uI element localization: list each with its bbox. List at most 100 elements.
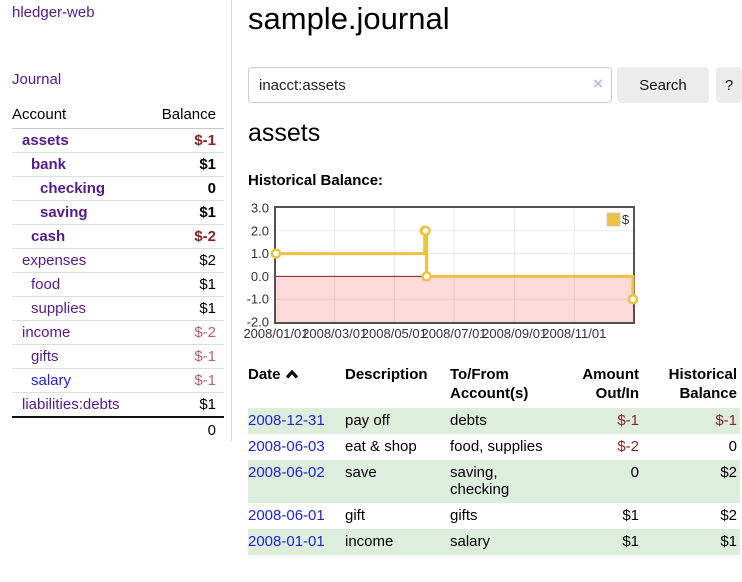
register-row: 2008-01-01 income salary $1 $1 xyxy=(248,529,740,555)
account-balance: $2 xyxy=(146,248,224,273)
register-header-date[interactable]: Date xyxy=(248,363,345,408)
svg-text:2008/09/01: 2008/09/01 xyxy=(482,326,547,341)
brand-link[interactable]: hledger-web xyxy=(12,4,95,21)
account-balance: 0 xyxy=(146,176,224,201)
transaction-balance: $2 xyxy=(720,507,737,524)
chart-title: Historical Balance: xyxy=(248,172,384,189)
svg-text:3.0: 3.0 xyxy=(251,202,269,216)
svg-text:2008/07/01: 2008/07/01 xyxy=(421,326,486,341)
account-balance: $1 xyxy=(146,296,224,321)
page-title: sample.journal xyxy=(248,1,450,36)
svg-text:1.0: 1.0 xyxy=(251,246,269,261)
svg-text:2008/05/01: 2008/05/01 xyxy=(362,326,427,341)
account-row: checking 0 xyxy=(12,176,224,201)
account-row: gifts $-1 xyxy=(12,344,224,369)
transaction-balance: $-1 xyxy=(715,412,737,429)
transaction-balance: $1 xyxy=(720,533,737,550)
account-balance: $1 xyxy=(146,272,224,297)
help-button[interactable]: ? xyxy=(716,67,742,103)
accounts-total-row: 0 xyxy=(12,416,224,442)
transaction-date-link[interactable]: 2008-06-03 xyxy=(248,438,325,455)
account-row: expenses $2 xyxy=(12,248,224,273)
search-box: × xyxy=(248,67,612,103)
transaction-balance: 0 xyxy=(728,438,737,455)
register-header-amount: Amount Out/In xyxy=(582,366,639,402)
sidebar-divider xyxy=(231,0,232,441)
search-input[interactable] xyxy=(248,67,612,103)
account-link[interactable]: salary xyxy=(31,372,72,389)
svg-text:2.0: 2.0 xyxy=(251,223,269,238)
svg-text:2008/03/01: 2008/03/01 xyxy=(302,326,367,341)
transaction-accounts: salary xyxy=(450,533,491,550)
account-row: supplies $1 xyxy=(12,296,224,321)
svg-text:-2.0: -2.0 xyxy=(247,315,269,330)
transaction-date-link[interactable]: 2008-06-02 xyxy=(248,464,325,481)
transaction-amount: $1 xyxy=(622,533,639,550)
account-link[interactable]: income xyxy=(22,324,71,341)
account-link[interactable]: food xyxy=(31,276,61,293)
accounts-table: Account Balance assets $-1 bank $1 check… xyxy=(12,104,224,442)
historical-balance-chart[interactable]: 3.0 2.0 1.0 0.0 -1.0 -2.02008/01/012008/03/01… xyxy=(240,202,700,344)
transaction-date-link[interactable]: 2008-12-31 xyxy=(248,412,325,429)
account-link[interactable]: assets xyxy=(22,132,69,149)
account-row: saving $1 xyxy=(12,200,224,225)
register-header-description: Description xyxy=(345,366,428,383)
register-header-accounts: To/From Account(s) xyxy=(450,366,529,402)
account-balance: $-2 xyxy=(146,320,224,345)
transaction-accounts: debts xyxy=(450,412,487,429)
sidebar-item-journal[interactable]: Journal xyxy=(12,71,62,88)
account-row: cash $-2 xyxy=(12,224,224,249)
account-row: bank $1 xyxy=(12,152,224,177)
account-balance: $-1 xyxy=(146,344,224,369)
account-link[interactable]: gifts xyxy=(31,348,59,365)
register-row: 2008-06-02 save saving, checking 0 $2 xyxy=(248,460,740,503)
account-link[interactable]: saving xyxy=(40,204,88,221)
transaction-description: gift xyxy=(345,507,366,524)
account-balance: $-1 xyxy=(146,368,224,393)
account-link[interactable]: bank xyxy=(31,156,67,173)
accounts-total-value: 0 xyxy=(146,416,224,442)
account-heading: assets xyxy=(248,119,321,147)
search-button[interactable]: Search xyxy=(617,67,709,103)
account-row: income $-2 xyxy=(12,320,224,345)
transaction-accounts: gifts xyxy=(450,507,478,524)
register-header-row: Date Description To/From Account(s) Amou… xyxy=(248,363,740,408)
account-row: assets $-1 xyxy=(12,128,224,153)
account-balance: $1 xyxy=(146,200,224,225)
svg-text:0.0: 0.0 xyxy=(251,269,269,284)
accounts-header-balance: Balance xyxy=(146,104,224,129)
register-table: Date Description To/From Account(s) Amou… xyxy=(248,363,740,555)
transaction-accounts: food, supplies xyxy=(450,438,543,455)
account-link[interactable]: expenses xyxy=(22,252,87,269)
transaction-date-link[interactable]: 2008-06-01 xyxy=(248,507,325,524)
svg-text:2008/11/01: 2008/11/01 xyxy=(542,326,606,341)
accounts-header-account: Account xyxy=(12,104,147,129)
register-row: 2008-06-03 eat & shop food, supplies $-2… xyxy=(248,434,740,460)
account-balance: $-2 xyxy=(146,224,224,249)
svg-text:$: $ xyxy=(622,212,630,227)
transaction-description: save xyxy=(345,464,377,481)
account-link[interactable]: liabilities:debts xyxy=(22,396,120,413)
account-link[interactable]: checking xyxy=(40,180,106,197)
sort-caret-up-icon xyxy=(285,369,298,379)
account-balance: $1 xyxy=(146,152,224,177)
register-row: 2008-06-01 gift gifts $1 $2 xyxy=(248,503,740,529)
transaction-balance: $2 xyxy=(720,464,737,481)
clear-search-icon[interactable]: × xyxy=(593,74,603,93)
transaction-description: eat & shop xyxy=(345,438,417,455)
transaction-amount: $1 xyxy=(622,507,639,524)
account-link[interactable]: cash xyxy=(31,228,66,245)
transaction-date-link[interactable]: 2008-01-01 xyxy=(248,533,325,550)
account-row: salary $-1 xyxy=(12,368,224,393)
account-row: food $1 xyxy=(12,272,224,297)
svg-text:-1.0: -1.0 xyxy=(247,292,269,307)
account-link[interactable]: supplies xyxy=(31,300,87,317)
transaction-description: pay off xyxy=(345,412,390,429)
svg-text:2008/01/01: 2008/01/01 xyxy=(243,326,308,341)
register-header-balance: Historical Balance xyxy=(668,366,737,402)
register-row: 2008-12-31 pay off debts $-1 $-1 xyxy=(248,408,740,434)
transaction-amount: $-2 xyxy=(617,438,639,455)
transaction-amount: $-1 xyxy=(617,412,639,429)
transaction-accounts: saving, checking xyxy=(450,464,510,498)
account-balance: $-1 xyxy=(146,128,224,153)
